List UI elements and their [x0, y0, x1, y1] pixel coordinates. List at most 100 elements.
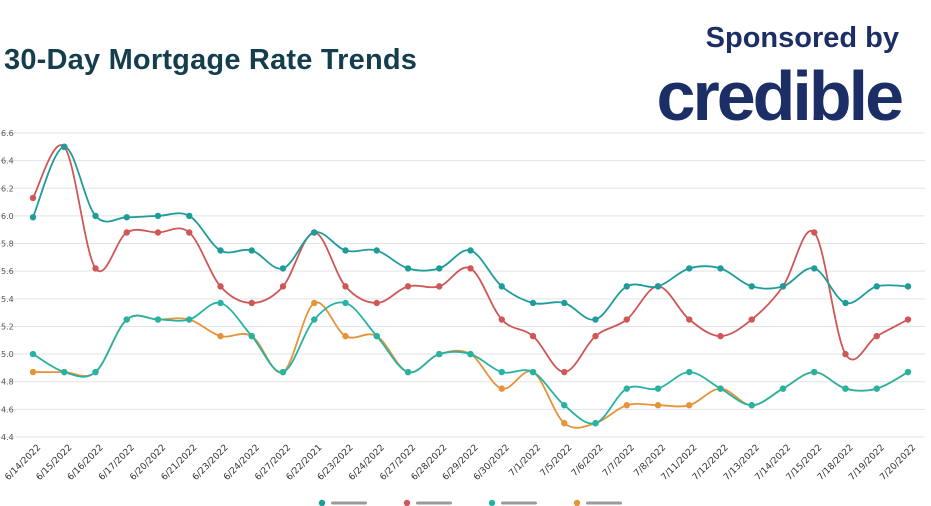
data-point	[779, 283, 787, 290]
data-point	[373, 332, 380, 340]
data-point	[748, 283, 755, 290]
data-point	[279, 283, 287, 290]
data-point	[873, 283, 880, 290]
data-point	[686, 368, 693, 376]
data-point	[92, 265, 99, 272]
data-point	[561, 419, 568, 427]
data-point	[311, 299, 318, 307]
data-point	[904, 316, 912, 323]
series-line-2	[32, 144, 909, 374]
data-point	[498, 385, 505, 392]
y-tick-label: 6.0	[1, 212, 14, 221]
data-point	[373, 247, 380, 254]
data-point	[467, 247, 474, 254]
data-point	[623, 283, 630, 290]
data-point	[654, 283, 662, 290]
data-point	[123, 214, 130, 221]
series-points	[29, 143, 912, 427]
data-point	[342, 299, 349, 307]
legend-marker-4	[573, 499, 581, 506]
data-point	[561, 299, 568, 307]
data-point	[748, 402, 755, 409]
data-point	[154, 229, 162, 236]
data-point	[436, 283, 443, 290]
data-point	[61, 368, 68, 376]
data-point	[342, 332, 349, 340]
y-axis: 4.4 4.6 4.8 5.0 5.2 5.4 5.6 5.8 6.0 6.2 6.4 6.6	[1, 129, 14, 442]
data-point	[92, 212, 99, 220]
y-tick-label: 6.2	[1, 184, 14, 193]
data-point	[123, 316, 130, 323]
data-point	[404, 368, 412, 376]
data-point	[592, 332, 599, 340]
data-point	[623, 402, 630, 409]
data-point	[654, 402, 662, 409]
data-point	[842, 299, 849, 307]
data-point	[686, 265, 693, 272]
data-point	[29, 194, 37, 202]
legend-marker-2	[403, 499, 411, 506]
x-tick-label: 7/6/2022	[570, 443, 606, 479]
data-point	[904, 368, 912, 376]
chart-title: 30-Day Mortgage Rate Trends	[4, 44, 418, 76]
data-point	[779, 385, 787, 392]
data-point	[686, 402, 693, 409]
legend-label-3	[501, 501, 537, 505]
data-point	[686, 316, 693, 323]
data-point	[529, 332, 537, 340]
x-tick-label: 7/7/2022	[601, 443, 637, 479]
data-point	[717, 265, 724, 272]
data-point	[279, 368, 287, 376]
legend-label-1	[331, 501, 367, 505]
y-tick-label: 4.4	[1, 433, 14, 442]
data-point	[342, 247, 349, 254]
data-point	[498, 283, 505, 290]
legend-marker-1	[318, 499, 326, 506]
data-point	[92, 368, 99, 376]
data-point	[342, 283, 349, 290]
legend-label-4	[586, 501, 622, 505]
data-point	[404, 265, 412, 272]
data-point	[123, 229, 130, 236]
data-point	[279, 265, 287, 272]
data-point	[373, 299, 380, 307]
data-point	[498, 316, 505, 323]
data-point	[186, 316, 193, 323]
data-point	[311, 316, 318, 323]
x-tick-label: 7/5/2022	[539, 443, 575, 479]
legend-marker-3	[488, 499, 496, 506]
data-point	[436, 350, 443, 358]
data-point	[154, 316, 162, 323]
sponsored-label: Sponsored by	[705, 22, 899, 54]
x-tick-label: 7/1/2022	[507, 443, 543, 479]
data-point	[561, 368, 568, 376]
data-point	[154, 212, 162, 220]
data-point	[748, 316, 755, 323]
data-point	[529, 299, 537, 307]
y-tick-label: 5.0	[1, 350, 14, 359]
data-point	[623, 316, 630, 323]
data-point	[186, 229, 193, 236]
y-tick-label: 5.4	[1, 295, 14, 304]
data-point	[29, 350, 37, 358]
y-tick-label: 4.8	[1, 378, 14, 387]
data-point	[842, 385, 849, 392]
data-point	[311, 229, 318, 236]
y-tick-label: 5.8	[1, 240, 14, 249]
data-point	[592, 419, 599, 427]
data-point	[404, 283, 412, 290]
data-point	[467, 350, 474, 358]
credible-logo: credible	[656, 57, 904, 135]
chart-grid	[0, 132, 925, 438]
data-point	[654, 385, 662, 392]
data-point	[217, 283, 224, 290]
y-tick-label: 6.6	[1, 129, 14, 138]
data-point	[217, 247, 224, 254]
chart-legend	[318, 499, 622, 506]
data-point	[29, 368, 37, 376]
y-tick-label: 6.4	[1, 157, 14, 166]
data-point	[717, 385, 724, 392]
series-line-1	[32, 145, 909, 321]
series-line-3	[32, 301, 909, 425]
